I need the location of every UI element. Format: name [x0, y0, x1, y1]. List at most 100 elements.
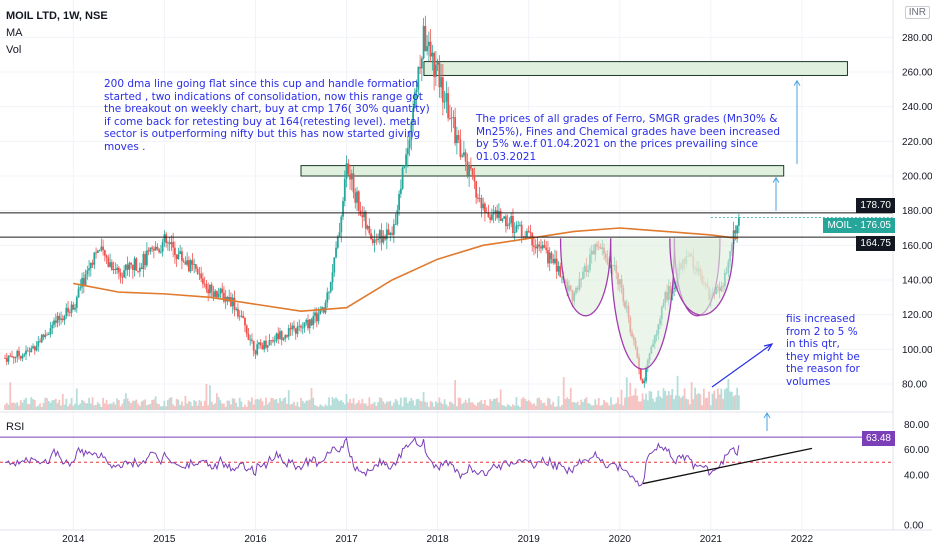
x-tick-label: 2017 — [335, 534, 358, 545]
candle-body — [328, 291, 330, 293]
candle-body — [256, 344, 259, 355]
candle — [235, 307, 238, 312]
volume-bar — [54, 398, 57, 410]
candle-body — [219, 288, 222, 294]
volume-bar — [392, 402, 395, 410]
volume-bar — [159, 406, 162, 410]
candle — [82, 271, 85, 294]
candle-body — [361, 214, 364, 218]
candle — [282, 336, 285, 342]
candle-body — [335, 247, 337, 258]
candle-body — [392, 224, 395, 235]
volume-bar — [128, 401, 131, 410]
candle — [331, 264, 334, 291]
candle — [289, 322, 292, 336]
candle-body — [202, 278, 204, 284]
candle-body — [464, 152, 467, 162]
volume-bar — [308, 399, 311, 410]
candle-body — [429, 41, 432, 57]
candle — [517, 220, 520, 230]
candle-body — [116, 267, 118, 271]
candle-body — [28, 351, 31, 353]
volume-bar — [643, 399, 646, 410]
volume-bar — [270, 397, 273, 410]
candle — [186, 252, 189, 267]
candle-body — [158, 249, 161, 253]
candle-body — [312, 316, 315, 326]
vol-indicator-label[interactable]: Vol — [6, 44, 22, 56]
volume-bar — [617, 397, 619, 410]
candle-body — [345, 163, 348, 179]
currency-selector[interactable]: INR — [904, 6, 930, 19]
candle — [534, 239, 537, 254]
volume-bar — [256, 398, 259, 410]
volume-bar — [662, 388, 665, 410]
volume-bar — [336, 399, 339, 410]
rsi-tick-label: 60.00 — [904, 445, 929, 456]
volume-bar — [378, 397, 381, 410]
volume-bar — [389, 400, 392, 410]
volume-bar — [610, 397, 612, 410]
volume-bar — [529, 401, 532, 410]
candle — [177, 247, 180, 260]
volume-bar — [79, 403, 82, 410]
candle-body — [245, 325, 248, 334]
candle — [385, 222, 388, 250]
volume-bar — [368, 397, 371, 410]
candle — [340, 214, 343, 243]
rsi-indicator-label[interactable]: RSI — [6, 421, 25, 433]
volume-bar — [51, 400, 54, 410]
volume-bar — [385, 401, 388, 410]
volume-bar — [695, 394, 698, 410]
ma200-line — [73, 227, 739, 313]
candle-body — [117, 267, 120, 273]
volume-bar — [289, 404, 292, 410]
candle — [86, 265, 89, 280]
volume-bar — [149, 403, 152, 410]
candle-body — [16, 350, 19, 358]
candle — [23, 352, 26, 358]
volume-bar — [729, 391, 732, 410]
candle — [557, 261, 560, 276]
volume-bar — [364, 403, 367, 410]
candle-body — [307, 319, 309, 329]
candle — [151, 245, 154, 253]
volume-bar — [455, 406, 458, 410]
candle-body — [205, 284, 208, 290]
candle-body — [75, 297, 78, 308]
candle — [72, 301, 75, 310]
ma-indicator-label[interactable]: MA — [6, 27, 23, 39]
candle — [403, 165, 406, 169]
candle-body — [77, 288, 80, 298]
volume-bar — [23, 399, 26, 410]
volume-bar — [631, 395, 633, 410]
volume-bar — [263, 405, 266, 410]
candle-body — [270, 340, 273, 341]
rsi-value-badge: 63.48 — [861, 431, 895, 446]
volume-bar — [475, 405, 478, 410]
candle — [14, 356, 17, 363]
volume-bar — [505, 406, 507, 410]
candle-body — [191, 260, 194, 265]
volume-bar — [627, 396, 630, 410]
candle-body — [40, 334, 43, 343]
candle — [406, 135, 409, 168]
candle — [166, 240, 169, 251]
x-tick-label: 2018 — [426, 534, 449, 545]
candle-body — [130, 262, 133, 265]
candle-body — [382, 236, 385, 243]
volume-bar — [459, 398, 462, 410]
volume-bar — [664, 390, 667, 410]
volume-bar — [340, 399, 343, 410]
candle-body — [329, 282, 332, 292]
volume-bar — [491, 401, 493, 410]
volume-bar — [300, 397, 302, 410]
volume-bar — [683, 388, 686, 410]
candle — [4, 354, 6, 359]
volume-bar — [597, 397, 600, 410]
volume-bar — [172, 404, 175, 410]
volume-bar — [103, 403, 106, 410]
candle-body — [410, 121, 413, 141]
volume-bar — [144, 399, 147, 410]
